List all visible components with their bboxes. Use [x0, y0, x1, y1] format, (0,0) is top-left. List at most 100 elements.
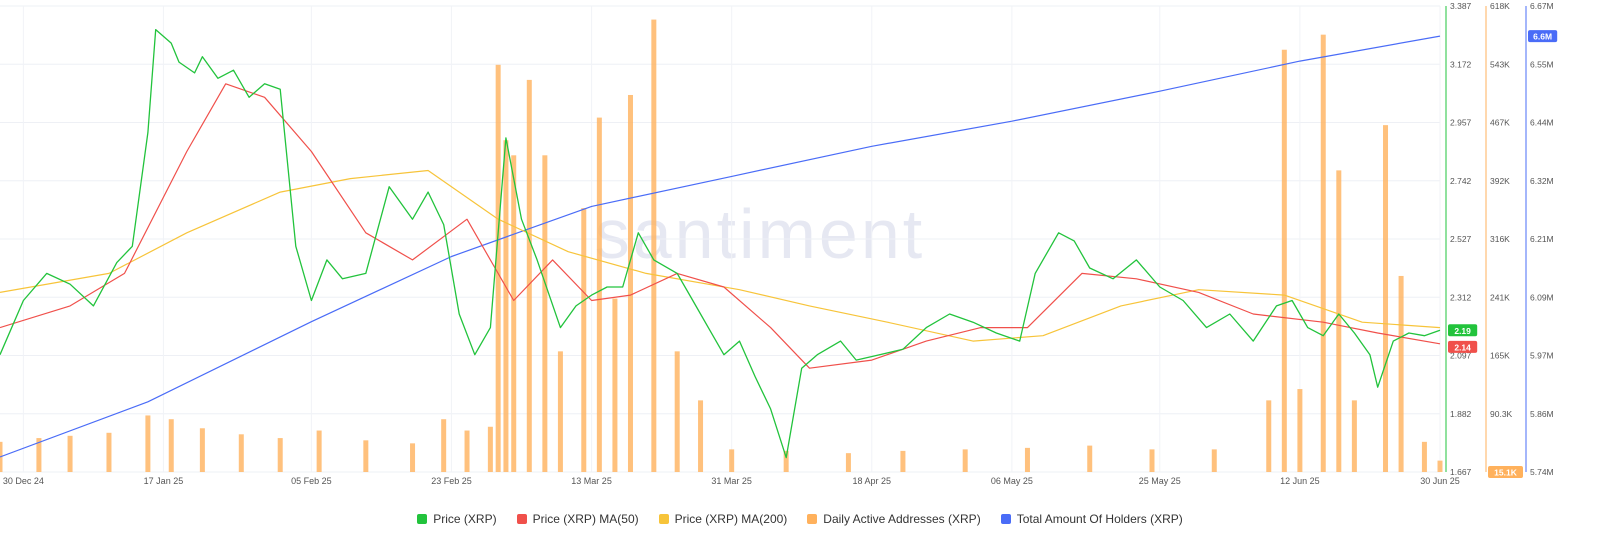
active-addresses-bar [1398, 275, 1404, 472]
active-addresses-bar [277, 438, 283, 472]
active-addresses-bar [1351, 400, 1357, 472]
active_addresses-tick-label: 618K [1490, 1, 1510, 11]
active-addresses-bar [410, 443, 416, 472]
active-addresses-bar [783, 450, 789, 472]
holders-line [0, 35, 1441, 458]
active-addresses-bar [495, 64, 501, 472]
active-addresses-bar [1087, 445, 1093, 472]
x-tick-label: 30 Dec 24 [3, 476, 44, 486]
holders-tick-label: 5.86M [1530, 409, 1554, 419]
x-tick-label: 23 Feb 25 [431, 476, 472, 486]
active-addresses-bar [526, 79, 532, 473]
active-addresses-bar [1266, 400, 1272, 472]
active_addresses-tick-label: 90.3K [1490, 409, 1513, 419]
ma50-badge-label: 2.14 [1454, 342, 1471, 352]
active-addresses-swatch-icon [807, 514, 818, 524]
active-addresses-bar [106, 432, 112, 472]
active-addresses-bar [651, 19, 657, 472]
price-swatch-icon [417, 514, 428, 524]
holders-tick-label: 6.44M [1530, 118, 1554, 128]
price-tick-label: 2.312 [1450, 292, 1472, 302]
active-addresses-bar [542, 155, 548, 472]
x-tick-label: 30 Jun 25 [1420, 476, 1460, 486]
active_addresses-tick-label: 392K [1490, 176, 1510, 186]
active_addresses-tick-label: 165K [1490, 351, 1510, 361]
daily-active-addresses-bars [0, 19, 1443, 473]
x-tick-label: 05 Feb 25 [291, 476, 332, 486]
active-addresses-bar [729, 449, 735, 472]
active_addresses-tick-label: 316K [1490, 234, 1510, 244]
active-addresses-bar [1421, 441, 1427, 472]
active-addresses-bar [596, 117, 602, 473]
legend-item-ma200[interactable]: Price (XRP) MA(200) [658, 512, 787, 526]
active_addresses-tick-label: 467K [1490, 118, 1510, 128]
legend-label-price: Price (XRP) [433, 512, 497, 526]
x-tick-label: 18 Apr 25 [853, 476, 892, 486]
active-addresses-bar [441, 419, 447, 472]
active-addresses-bar [674, 351, 680, 472]
ma50-badge [1448, 340, 1478, 353]
price-tick-label: 2.097 [1450, 351, 1472, 361]
x-tick-label: 31 Mar 25 [711, 476, 752, 486]
x-tick-label: 12 Jun 25 [1280, 476, 1320, 486]
active-addresses-bar [145, 415, 151, 472]
active-addresses-bar [199, 428, 205, 472]
holders-tick-label: 5.74M [1530, 467, 1554, 477]
active-addresses-bar [900, 450, 906, 472]
ma50-swatch-icon [516, 514, 527, 524]
active-addresses-bar [1320, 34, 1326, 473]
price-tick-label: 3.172 [1450, 59, 1472, 69]
holders-badge [1528, 30, 1558, 43]
x-tick-label: 17 Jan 25 [144, 476, 184, 486]
active-addresses-badge [1488, 466, 1523, 478]
legend-item-holders[interactable]: Total Amount Of Holders (XRP) [1000, 512, 1183, 526]
price-tick-label: 1.667 [1450, 467, 1472, 477]
active-addresses-bar [612, 298, 618, 472]
holders-tick-label: 6.67M [1530, 1, 1554, 11]
active-addresses-bar [1211, 449, 1217, 472]
active-addresses-bar [316, 430, 322, 472]
legend-item-ma50[interactable]: Price (XRP) MA(50) [516, 512, 639, 526]
legend-label-holders: Total Amount Of Holders (XRP) [1016, 512, 1183, 526]
active-addresses-bar [238, 434, 244, 472]
holders-tick-label: 6.55M [1530, 59, 1554, 69]
active-addresses-bar [557, 351, 563, 472]
legend-item-price[interactable]: Price (XRP) [417, 512, 497, 526]
legend-label-active-addresses: Daily Active Addresses (XRP) [823, 512, 981, 526]
legend-label-ma50: Price (XRP) MA(50) [532, 512, 639, 526]
x-tick-label: 06 May 25 [991, 476, 1033, 486]
holders-badge-label: 6.6M [1533, 32, 1552, 42]
active-addresses-bar [1336, 170, 1342, 472]
active-addresses-bar [1437, 460, 1443, 472]
active-addresses-bar [363, 440, 369, 472]
price-tick-label: 2.527 [1450, 234, 1472, 244]
active-addresses-bar [627, 94, 633, 472]
grid [0, 5, 1441, 473]
legend-item-active-addresses[interactable]: Daily Active Addresses (XRP) [807, 512, 981, 526]
active-addresses-bar [1297, 389, 1303, 472]
holders-tick-label: 5.97M [1530, 351, 1554, 361]
active-addresses-bar [1149, 449, 1155, 472]
active-addresses-bar [67, 435, 73, 472]
active-addresses-bar [168, 419, 174, 472]
price-line [0, 28, 1441, 459]
active-addresses-bar [698, 400, 704, 472]
active-addresses-bar [464, 430, 470, 472]
axes: 3.387 3.172 2.957 2.742 2.527 2.312 2.097 1.882… [3, 1, 1558, 486]
holders-tick-label: 6.21M [1530, 234, 1554, 244]
watermark: santiment [595, 195, 925, 273]
price-badge [1448, 324, 1478, 337]
x-tick-label: 25 May 25 [1139, 476, 1181, 486]
active_addresses-tick-label: 241K [1490, 292, 1510, 302]
holders-swatch-icon [1000, 514, 1011, 524]
active-addresses-bar [487, 426, 493, 472]
active-addresses-bar [845, 453, 851, 472]
active-addresses-bar [1024, 447, 1030, 472]
holders-tick-label: 6.32M [1530, 176, 1554, 186]
legend: Price (XRP) Price (XRP) MA(50) Price (XR… [0, 512, 1600, 526]
active-addresses-bar [503, 140, 509, 472]
x-tick-label: 13 Mar 25 [571, 476, 612, 486]
price-tick-label: 3.387 [1450, 1, 1472, 11]
price-tick-label: 2.957 [1450, 118, 1472, 128]
